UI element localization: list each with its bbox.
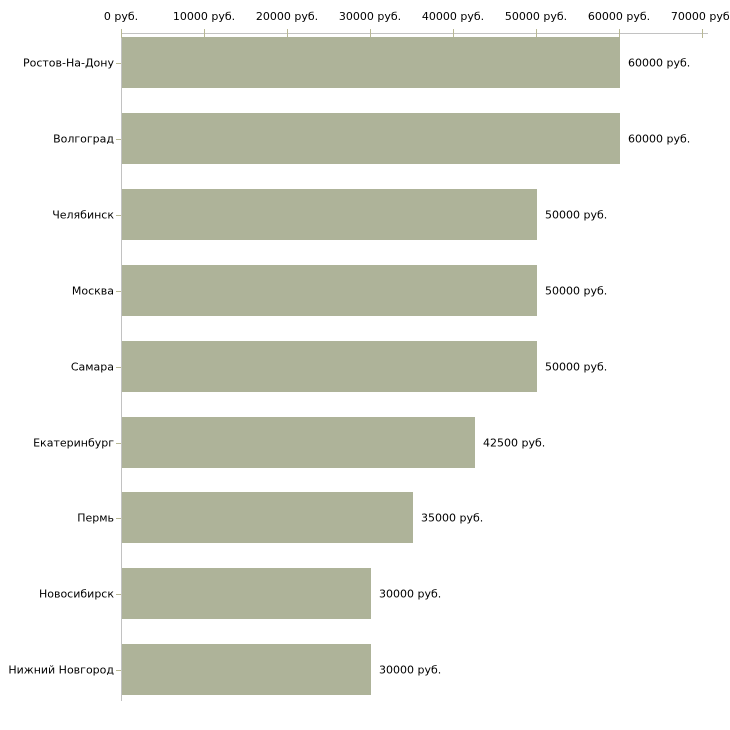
x-axis-tick [121,29,122,38]
bar [122,265,537,316]
y-axis-tick [116,215,121,216]
x-axis-tick-label: 70000 руб. [670,10,730,23]
value-label: 50000 руб. [545,284,608,297]
bar [122,37,620,88]
x-axis-tick [287,29,288,38]
category-label: Москва [71,284,114,297]
x-axis-tick [453,29,454,38]
x-axis-tick [370,29,371,38]
y-axis-tick [116,594,121,595]
x-axis-tick-label: 60000 руб. [587,10,651,23]
value-label: 42500 руб. [483,436,546,449]
x-axis-tick-label: 30000 руб. [338,10,402,23]
value-label: 60000 руб. [628,132,691,145]
bar [122,113,620,164]
y-axis-tick [116,518,121,519]
bar [122,644,371,695]
category-label: Челябинск [52,208,114,221]
x-axis-tick-label: 50000 руб. [504,10,568,23]
y-axis-tick [116,670,121,671]
y-axis-tick [116,443,121,444]
y-axis-tick [116,63,121,64]
bar [122,189,537,240]
value-label: 35000 руб. [421,511,484,524]
value-label: 60000 руб. [628,56,691,69]
category-label: Екатеринбург [33,436,114,449]
bar [122,492,413,543]
x-axis-tick [702,29,703,38]
y-axis-tick [116,291,121,292]
bar [122,417,475,468]
value-label: 30000 руб. [379,663,442,676]
category-label: Волгоград [53,132,114,145]
category-label: Новосибирск [38,587,114,600]
x-axis-tick [619,29,620,38]
bar [122,568,371,619]
value-label: 30000 руб. [379,587,442,600]
y-axis-line [121,33,122,701]
x-axis-tick-label: 40000 руб. [421,10,485,23]
y-axis-tick [116,139,121,140]
x-axis-tick-label: 10000 руб. [172,10,236,23]
bar [122,341,537,392]
x-axis-tick-label: 20000 руб. [255,10,319,23]
x-axis-tick [536,29,537,38]
x-axis-tick [204,29,205,38]
category-label: Нижний Новгород [8,663,114,676]
value-label: 50000 руб. [545,360,608,373]
x-axis-line [121,33,708,34]
x-axis-tick-label: 0 руб. [103,10,139,23]
category-label: Пермь [77,511,114,524]
category-label: Ростов-На-Дону [22,56,114,69]
y-axis-tick [116,367,121,368]
category-label: Самара [70,360,114,373]
value-label: 50000 руб. [545,208,608,221]
